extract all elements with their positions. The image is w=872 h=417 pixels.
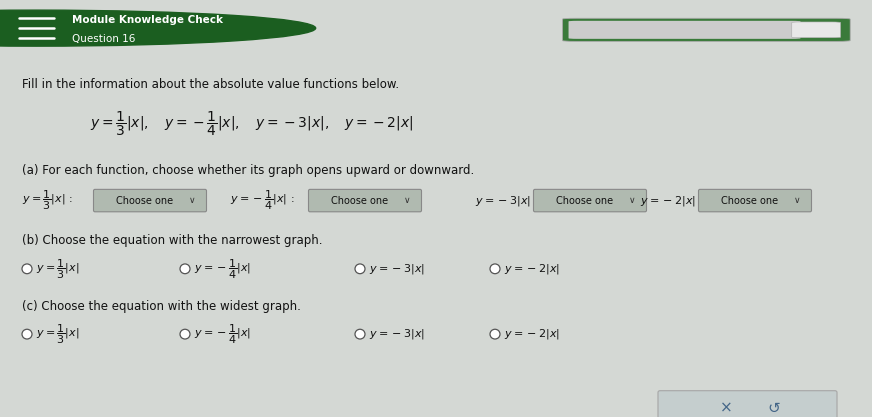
Text: Choose one: Choose one (331, 196, 388, 206)
Text: Choose one: Choose one (116, 196, 173, 206)
Circle shape (180, 264, 190, 274)
FancyBboxPatch shape (93, 189, 207, 212)
Text: $y=\dfrac{1}{3}|x|$: $y=\dfrac{1}{3}|x|$ (36, 322, 79, 346)
Text: $y=-3|x|$ :: $y=-3|x|$ : (475, 193, 538, 208)
Text: ∨: ∨ (188, 196, 195, 205)
Text: Module Knowledge Check: Module Knowledge Check (72, 15, 222, 25)
Text: $y=-2|x|$: $y=-2|x|$ (504, 327, 560, 341)
Text: $y=-\dfrac{1}{4}|x|$: $y=-\dfrac{1}{4}|x|$ (194, 257, 251, 281)
FancyBboxPatch shape (569, 21, 800, 39)
Circle shape (22, 264, 32, 274)
Text: (c) Choose the equation with the widest graph.: (c) Choose the equation with the widest … (22, 300, 301, 313)
FancyBboxPatch shape (658, 391, 837, 417)
Text: Question 16: Question 16 (72, 35, 135, 44)
Text: $y=-3|x|$: $y=-3|x|$ (369, 262, 425, 276)
FancyBboxPatch shape (534, 189, 646, 212)
FancyBboxPatch shape (792, 22, 841, 38)
Text: (a) For each function, choose whether its graph opens upward or downward.: (a) For each function, choose whether it… (22, 163, 474, 176)
FancyBboxPatch shape (698, 189, 812, 212)
Circle shape (22, 329, 32, 339)
Circle shape (355, 329, 365, 339)
Text: $y=-\dfrac{1}{4}|x|$ :: $y=-\dfrac{1}{4}|x|$ : (230, 189, 295, 212)
Text: Choose one: Choose one (556, 196, 613, 206)
Text: $y=-3|x|$: $y=-3|x|$ (369, 327, 425, 341)
Text: $y=\dfrac{1}{3}|x|$ :: $y=\dfrac{1}{3}|x|$ : (22, 189, 73, 212)
FancyBboxPatch shape (562, 18, 850, 41)
Text: ∨: ∨ (629, 196, 635, 205)
Text: $y=\dfrac{1}{3}|x|,\quad y=-\dfrac{1}{4}|x|,\quad y=-3|x|,\quad y=-2|x|$: $y=\dfrac{1}{3}|x|,\quad y=-\dfrac{1}{4}… (90, 110, 413, 138)
FancyBboxPatch shape (309, 189, 421, 212)
Text: $y=-2|x|$ :: $y=-2|x|$ : (640, 193, 703, 208)
Text: $y=-\dfrac{1}{4}|x|$: $y=-\dfrac{1}{4}|x|$ (194, 322, 251, 346)
Text: Fill in the information about the absolute value functions below.: Fill in the information about the absolu… (22, 78, 399, 91)
Circle shape (180, 329, 190, 339)
Text: $y=\dfrac{1}{3}|x|$: $y=\dfrac{1}{3}|x|$ (36, 257, 79, 281)
Circle shape (490, 264, 500, 274)
Text: (b) Choose the equation with the narrowest graph.: (b) Choose the equation with the narrowe… (22, 234, 323, 247)
Circle shape (0, 10, 316, 46)
Text: ↺: ↺ (767, 401, 780, 416)
Text: ×: × (720, 401, 732, 416)
Text: ∨: ∨ (794, 196, 800, 205)
Circle shape (490, 329, 500, 339)
Text: $y=-2|x|$: $y=-2|x|$ (504, 262, 560, 276)
Text: Choose one: Choose one (721, 196, 778, 206)
Text: ∨: ∨ (404, 196, 410, 205)
Circle shape (355, 264, 365, 274)
